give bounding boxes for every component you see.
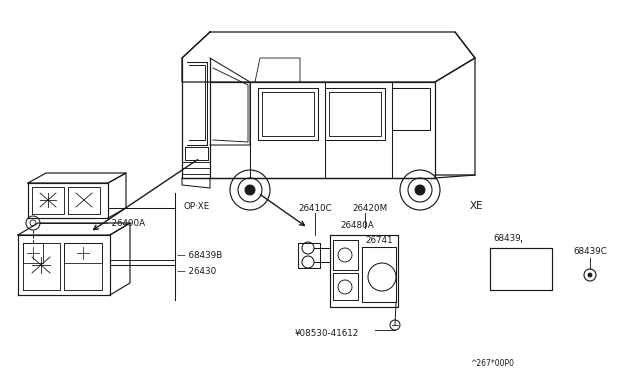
Text: 26741: 26741 — [365, 235, 392, 244]
Text: 68439: 68439 — [493, 234, 521, 243]
Text: — 26490A: — 26490A — [100, 218, 145, 228]
Text: — 68439B: — 68439B — [177, 250, 222, 260]
Circle shape — [245, 185, 255, 195]
Circle shape — [588, 273, 592, 277]
Circle shape — [415, 185, 425, 195]
Text: 68439C: 68439C — [573, 247, 607, 257]
Text: OP·XE: OP·XE — [183, 202, 209, 211]
Text: 26410C: 26410C — [298, 203, 332, 212]
Text: 26480A: 26480A — [340, 221, 374, 230]
Text: ¥08530-41612: ¥08530-41612 — [295, 328, 359, 337]
Text: ^267*00P0: ^267*00P0 — [470, 359, 514, 368]
Text: XE: XE — [470, 201, 484, 211]
Text: — 26430: — 26430 — [177, 266, 216, 276]
Text: 26420M: 26420M — [352, 203, 387, 212]
